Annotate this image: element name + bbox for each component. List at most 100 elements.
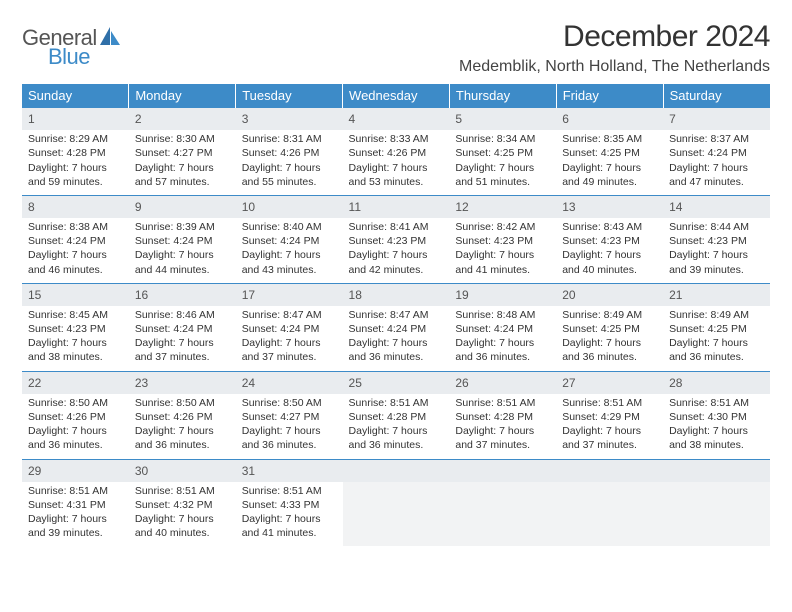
calendar-cell xyxy=(556,459,663,546)
dow-header: Saturday xyxy=(663,84,770,108)
sunset-line: Sunset: 4:32 PM xyxy=(135,498,230,512)
day-body: Sunrise: 8:42 AMSunset: 4:23 PMDaylight:… xyxy=(449,218,556,283)
day-number: 5 xyxy=(449,108,556,130)
daylight-line: Daylight: 7 hours xyxy=(669,424,764,438)
calendar-cell: 23Sunrise: 8:50 AMSunset: 4:26 PMDayligh… xyxy=(129,371,236,459)
daylight-line: Daylight: 7 hours xyxy=(562,161,657,175)
day-number: 16 xyxy=(129,284,236,306)
sunrise-line: Sunrise: 8:50 AM xyxy=(28,396,123,410)
day-body: Sunrise: 8:51 AMSunset: 4:28 PMDaylight:… xyxy=(343,394,450,459)
calendar-head: SundayMondayTuesdayWednesdayThursdayFrid… xyxy=(22,84,770,108)
day-number: 2 xyxy=(129,108,236,130)
sunset-line: Sunset: 4:28 PM xyxy=(28,146,123,160)
day-number: 31 xyxy=(236,460,343,482)
dow-header: Wednesday xyxy=(343,84,450,108)
calendar-cell: 14Sunrise: 8:44 AMSunset: 4:23 PMDayligh… xyxy=(663,195,770,283)
day-body: Sunrise: 8:35 AMSunset: 4:25 PMDaylight:… xyxy=(556,130,663,195)
dow-header: Sunday xyxy=(22,84,129,108)
day-body: Sunrise: 8:47 AMSunset: 4:24 PMDaylight:… xyxy=(343,306,450,371)
sunset-line: Sunset: 4:25 PM xyxy=(562,146,657,160)
daylight-line: and 42 minutes. xyxy=(349,263,444,277)
daylight-line: Daylight: 7 hours xyxy=(28,248,123,262)
dow-header: Tuesday xyxy=(236,84,343,108)
sunset-line: Sunset: 4:24 PM xyxy=(349,322,444,336)
daylight-line: Daylight: 7 hours xyxy=(669,248,764,262)
sunrise-line: Sunrise: 8:47 AM xyxy=(349,308,444,322)
empty-daynum xyxy=(449,460,556,482)
day-body: Sunrise: 8:48 AMSunset: 4:24 PMDaylight:… xyxy=(449,306,556,371)
calendar-cell: 30Sunrise: 8:51 AMSunset: 4:32 PMDayligh… xyxy=(129,459,236,546)
day-number: 25 xyxy=(343,372,450,394)
calendar-row: 15Sunrise: 8:45 AMSunset: 4:23 PMDayligh… xyxy=(22,283,770,371)
sunrise-line: Sunrise: 8:33 AM xyxy=(349,132,444,146)
sunrise-line: Sunrise: 8:37 AM xyxy=(669,132,764,146)
calendar-cell: 29Sunrise: 8:51 AMSunset: 4:31 PMDayligh… xyxy=(22,459,129,546)
day-body: Sunrise: 8:49 AMSunset: 4:25 PMDaylight:… xyxy=(556,306,663,371)
sunset-line: Sunset: 4:27 PM xyxy=(242,410,337,424)
calendar-cell: 31Sunrise: 8:51 AMSunset: 4:33 PMDayligh… xyxy=(236,459,343,546)
day-number: 20 xyxy=(556,284,663,306)
daylight-line: and 36 minutes. xyxy=(28,438,123,452)
sunset-line: Sunset: 4:28 PM xyxy=(349,410,444,424)
daylight-line: and 44 minutes. xyxy=(135,263,230,277)
sunrise-line: Sunrise: 8:34 AM xyxy=(455,132,550,146)
day-body: Sunrise: 8:46 AMSunset: 4:24 PMDaylight:… xyxy=(129,306,236,371)
day-number: 3 xyxy=(236,108,343,130)
day-number: 28 xyxy=(663,372,770,394)
day-body: Sunrise: 8:49 AMSunset: 4:25 PMDaylight:… xyxy=(663,306,770,371)
sunrise-line: Sunrise: 8:43 AM xyxy=(562,220,657,234)
daylight-line: and 38 minutes. xyxy=(669,438,764,452)
day-number: 6 xyxy=(556,108,663,130)
sunrise-line: Sunrise: 8:41 AM xyxy=(349,220,444,234)
day-body: Sunrise: 8:38 AMSunset: 4:24 PMDaylight:… xyxy=(22,218,129,283)
daylight-line: and 41 minutes. xyxy=(455,263,550,277)
day-number: 17 xyxy=(236,284,343,306)
daylight-line: Daylight: 7 hours xyxy=(135,424,230,438)
dow-header: Thursday xyxy=(449,84,556,108)
sunrise-line: Sunrise: 8:31 AM xyxy=(242,132,337,146)
day-number: 26 xyxy=(449,372,556,394)
sunrise-line: Sunrise: 8:46 AM xyxy=(135,308,230,322)
sunset-line: Sunset: 4:24 PM xyxy=(242,234,337,248)
sunrise-line: Sunrise: 8:51 AM xyxy=(562,396,657,410)
sunrise-line: Sunrise: 8:48 AM xyxy=(455,308,550,322)
sunset-line: Sunset: 4:28 PM xyxy=(455,410,550,424)
daylight-line: Daylight: 7 hours xyxy=(349,336,444,350)
day-number: 19 xyxy=(449,284,556,306)
day-number: 10 xyxy=(236,196,343,218)
daylight-line: and 36 minutes. xyxy=(135,438,230,452)
day-body: Sunrise: 8:51 AMSunset: 4:30 PMDaylight:… xyxy=(663,394,770,459)
day-body: Sunrise: 8:29 AMSunset: 4:28 PMDaylight:… xyxy=(22,130,129,195)
daylight-line: Daylight: 7 hours xyxy=(135,336,230,350)
sunrise-line: Sunrise: 8:42 AM xyxy=(455,220,550,234)
day-body: Sunrise: 8:45 AMSunset: 4:23 PMDaylight:… xyxy=(22,306,129,371)
sunset-line: Sunset: 4:26 PM xyxy=(242,146,337,160)
calendar-cell: 1Sunrise: 8:29 AMSunset: 4:28 PMDaylight… xyxy=(22,108,129,196)
day-body: Sunrise: 8:50 AMSunset: 4:26 PMDaylight:… xyxy=(22,394,129,459)
daylight-line: Daylight: 7 hours xyxy=(28,512,123,526)
dow-header: Monday xyxy=(129,84,236,108)
daylight-line: and 43 minutes. xyxy=(242,263,337,277)
daylight-line: Daylight: 7 hours xyxy=(28,424,123,438)
day-number: 14 xyxy=(663,196,770,218)
day-body: Sunrise: 8:44 AMSunset: 4:23 PMDaylight:… xyxy=(663,218,770,283)
sunrise-line: Sunrise: 8:49 AM xyxy=(669,308,764,322)
calendar-row: 1Sunrise: 8:29 AMSunset: 4:28 PMDaylight… xyxy=(22,108,770,196)
day-body: Sunrise: 8:47 AMSunset: 4:24 PMDaylight:… xyxy=(236,306,343,371)
daylight-line: and 49 minutes. xyxy=(562,175,657,189)
day-body: Sunrise: 8:41 AMSunset: 4:23 PMDaylight:… xyxy=(343,218,450,283)
sunset-line: Sunset: 4:24 PM xyxy=(28,234,123,248)
sunrise-line: Sunrise: 8:35 AM xyxy=(562,132,657,146)
daylight-line: and 36 minutes. xyxy=(455,350,550,364)
sunrise-line: Sunrise: 8:45 AM xyxy=(28,308,123,322)
daylight-line: Daylight: 7 hours xyxy=(135,512,230,526)
calendar-cell: 19Sunrise: 8:48 AMSunset: 4:24 PMDayligh… xyxy=(449,283,556,371)
calendar-table: SundayMondayTuesdayWednesdayThursdayFrid… xyxy=(22,84,770,546)
daylight-line: Daylight: 7 hours xyxy=(669,161,764,175)
day-body: Sunrise: 8:51 AMSunset: 4:29 PMDaylight:… xyxy=(556,394,663,459)
sunrise-line: Sunrise: 8:50 AM xyxy=(135,396,230,410)
calendar-cell: 13Sunrise: 8:43 AMSunset: 4:23 PMDayligh… xyxy=(556,195,663,283)
daylight-line: Daylight: 7 hours xyxy=(562,248,657,262)
day-number: 8 xyxy=(22,196,129,218)
day-number: 15 xyxy=(22,284,129,306)
